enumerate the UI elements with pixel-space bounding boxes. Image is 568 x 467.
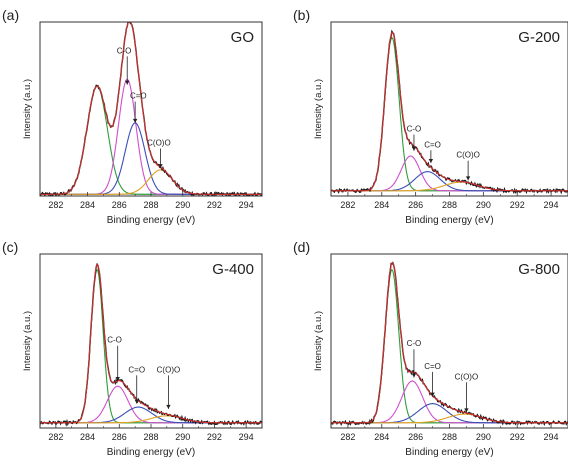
component-c_eq_o	[331, 171, 568, 192]
x-tick-label: 292	[510, 200, 525, 210]
x-tick-label: 286	[408, 200, 423, 210]
component-c_eq_o	[40, 122, 262, 195]
x-tick-label: 290	[175, 432, 190, 442]
component-co	[40, 385, 262, 424]
x-tick-label: 294	[544, 432, 559, 442]
annotation-arrowhead	[134, 399, 139, 404]
panel-letter: (c)	[2, 239, 18, 255]
plot-frame	[330, 253, 568, 429]
annotation-label: C-O	[107, 336, 122, 345]
y-axis-label: Intensity (a.u.)	[313, 79, 324, 139]
plot-frame	[39, 21, 263, 197]
x-tick-label: 294	[239, 200, 254, 210]
raw-spectrum	[331, 29, 568, 195]
sample-title: G-800	[518, 261, 560, 278]
annotation-label: C=O	[424, 140, 441, 149]
x-tick-label: 290	[476, 200, 491, 210]
annotation-arrowhead	[115, 377, 120, 382]
x-tick-label: 294	[239, 432, 254, 442]
annotation-label: C-O	[407, 339, 422, 348]
x-tick-label: 282	[48, 432, 63, 442]
x-tick-label: 292	[510, 432, 525, 442]
x-tick-label: 290	[476, 432, 491, 442]
annotation-label: C=O	[130, 92, 147, 101]
plot-frame	[330, 21, 568, 197]
x-tick-label: 288	[143, 200, 158, 210]
y-axis-label: Intensity (a.u.)	[313, 311, 324, 371]
x-tick-label: 286	[112, 432, 127, 442]
raw-spectrum	[40, 262, 262, 427]
annotation-arrowhead	[465, 176, 471, 181]
panel-2: C-O C=O C(O)O 282 284 286 288 290 292 294 Binding …	[2, 239, 263, 458]
annotation-arrowhead	[158, 164, 163, 169]
annotation-arrowhead	[166, 404, 171, 409]
panel-letter: (b)	[293, 7, 310, 23]
annotation-label: C=O	[424, 362, 441, 371]
x-tick-label: 282	[340, 200, 355, 210]
x-axis-label: Binding energy (eV)	[405, 215, 493, 226]
x-tick-label: 288	[442, 432, 457, 442]
fit-envelope	[331, 262, 568, 424]
x-tick-label: 286	[112, 200, 127, 210]
x-tick-label: 282	[340, 432, 355, 442]
x-tick-label: 290	[175, 200, 190, 210]
raw-spectrum	[40, 22, 262, 196]
panel-0: C-O C=O C(O)O 282 284 286 288 290 292 294 Binding …	[2, 7, 263, 226]
sample-title: G-400	[212, 261, 254, 278]
annotation-arrowhead	[125, 80, 130, 85]
panel-letter: (a)	[2, 7, 19, 23]
x-tick-label: 282	[48, 200, 63, 210]
panel-3: C-O C=O C(O)O 282 284 286 288 290 292 294 Binding …	[293, 239, 568, 458]
sample-title: G-200	[518, 29, 560, 46]
component-cc	[331, 36, 568, 192]
component-co	[331, 155, 568, 192]
panel-1: C-OC=O C(O)O 282 284 286 288 290 292 294 Binding …	[293, 7, 568, 226]
panel-letter: (d)	[293, 239, 310, 255]
x-axis-label: Binding energy (eV)	[107, 215, 195, 226]
fit-envelope	[40, 22, 262, 195]
plot-area	[40, 262, 262, 427]
annotation-label: C=O	[128, 365, 145, 374]
component-cc	[40, 268, 262, 424]
x-tick-label: 286	[408, 432, 423, 442]
x-tick-label: 284	[80, 200, 95, 210]
sample-title: GO	[231, 29, 254, 46]
x-tick-label: 284	[374, 200, 389, 210]
x-tick-label: 288	[442, 200, 457, 210]
plot-area	[331, 29, 568, 195]
x-tick-label: 284	[374, 432, 389, 442]
annotation-arrowhead	[428, 158, 434, 163]
y-axis-label: Intensity (a.u.)	[22, 311, 33, 371]
fit-envelope	[40, 263, 262, 424]
x-tick-label: 284	[80, 432, 95, 442]
annotation-label: C(O)O	[455, 372, 479, 381]
annotation-arrowhead	[132, 118, 138, 123]
annotation-arrowhead	[411, 146, 417, 151]
x-tick-label: 294	[544, 200, 559, 210]
annotation-label: C-O	[117, 46, 132, 55]
plot-frame	[39, 253, 263, 429]
annotation-label: C(O)O	[147, 139, 171, 148]
annotation-arrowhead	[464, 408, 469, 413]
plot-area	[40, 22, 262, 196]
fit-envelope	[331, 32, 568, 192]
x-axis-label: Binding energy (eV)	[107, 447, 195, 458]
x-tick-label: 288	[143, 432, 158, 442]
x-tick-label: 292	[207, 432, 222, 442]
raw-spectrum	[331, 261, 568, 427]
y-axis-label: Intensity (a.u.)	[22, 79, 33, 139]
annotation-label: C(O)O	[456, 151, 480, 160]
annotation-label: C-O	[407, 125, 422, 134]
annotation-label: C(O)O	[157, 365, 181, 374]
x-tick-label: 292	[207, 200, 222, 210]
component-cc	[331, 268, 568, 424]
plot-area	[331, 261, 568, 427]
annotation-arrowhead	[411, 373, 417, 378]
annotation-arrowhead	[430, 392, 435, 397]
x-axis-label: Binding energy (eV)	[405, 447, 493, 458]
